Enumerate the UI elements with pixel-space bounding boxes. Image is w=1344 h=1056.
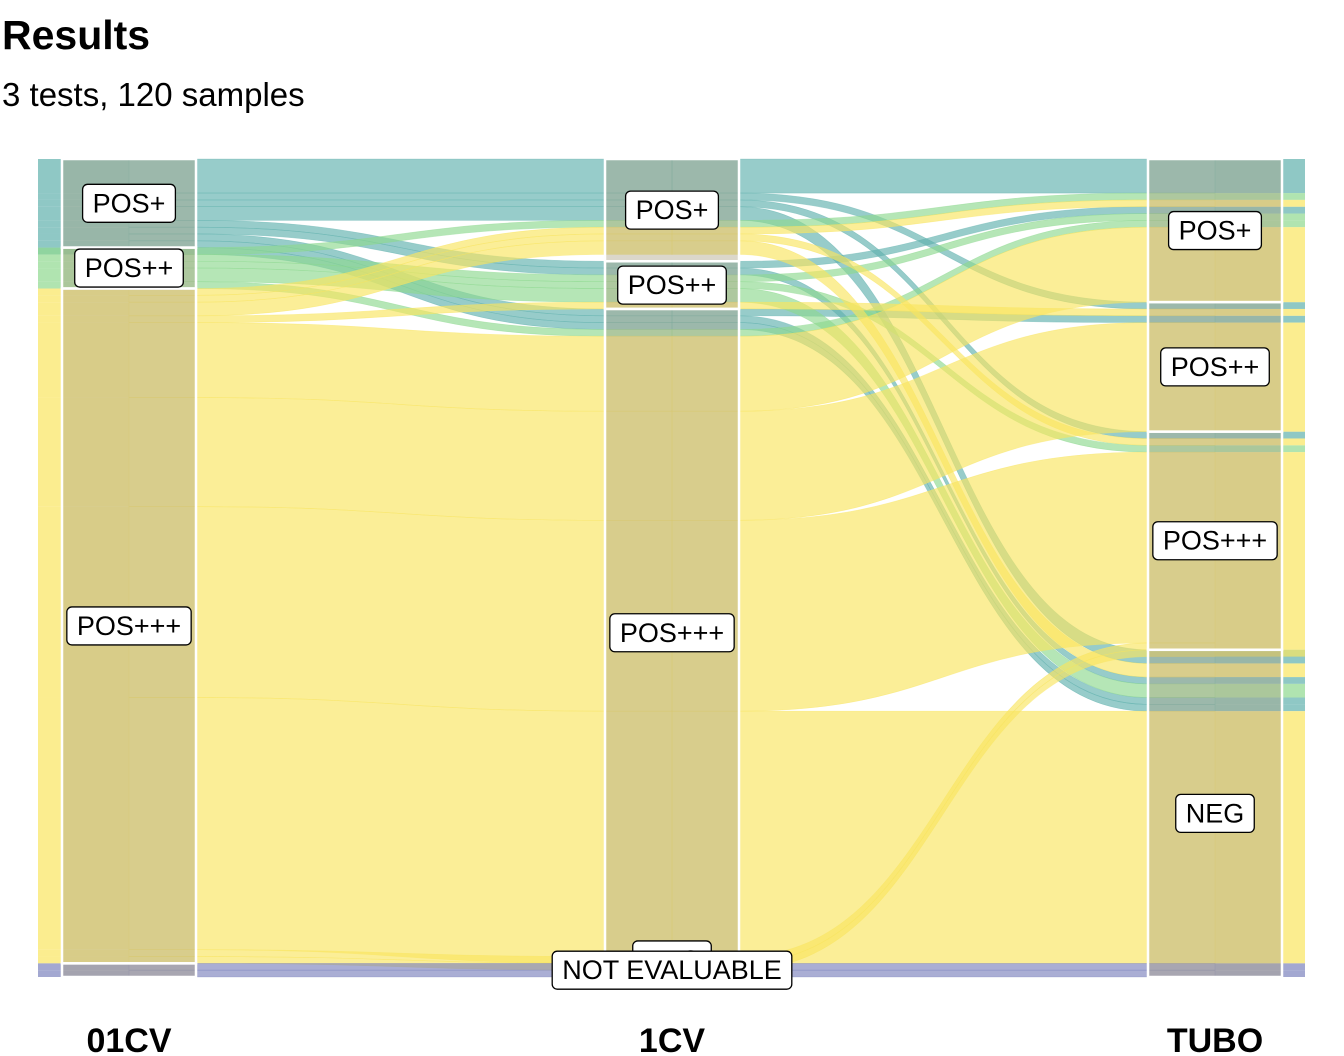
flow-22 (38, 697, 1305, 964)
stratum-label-1cv-pos-: POS++ (617, 265, 727, 305)
svg-text:POS++: POS++ (1171, 352, 1260, 382)
stratum-label-1cv-pos-: POS+ (624, 190, 720, 230)
svg-text:POS+++: POS+++ (1163, 526, 1267, 556)
svg-text:POS+++: POS+++ (77, 611, 181, 641)
labels-layer: POS+ POS++ POS+++ POS+ POS++ POS+++ NEG NOT EVA… (66, 183, 1278, 990)
chart-title: Results (2, 12, 151, 58)
stratum-label-tubo-pos-: POS+ (1167, 210, 1263, 251)
flow-19 (38, 226, 1305, 412)
stratum-label-tubo-pos-: POS+++ (1152, 521, 1278, 561)
flow-25 (38, 963, 1305, 971)
stratum-label-tubo-pos-: POS++ (1160, 347, 1270, 387)
svg-text:NEG: NEG (1186, 798, 1245, 828)
stratum-label-01cv-pos-: POS+ (81, 183, 177, 223)
flow-0 (38, 158, 1305, 194)
svg-text:POS++: POS++ (628, 270, 717, 300)
flows-layer (38, 158, 1305, 978)
svg-text:NOT EVALUABLE: NOT EVALUABLE (562, 955, 782, 985)
svg-text:POS++: POS++ (85, 253, 174, 283)
stratum-label-tubo-neg: NEG (1175, 793, 1255, 834)
chart-subtitle: 3 tests, 120 samples (2, 76, 305, 113)
stratum-label-01cv-pos-: POS+++ (66, 606, 192, 646)
stratum-label-1cv-pos-: POS+++ (609, 613, 735, 653)
flow-21 (38, 451, 1305, 712)
svg-text:POS+: POS+ (1179, 216, 1252, 246)
axis-label-01cv: 01CV (86, 1022, 171, 1056)
svg-text:POS+: POS+ (636, 195, 709, 225)
flow-20 (38, 322, 1305, 521)
stratum-01cv-not-evaluable (60, 962, 198, 979)
axis-label-1cv: 1CV (639, 1022, 705, 1056)
stratum-label-1cv-not-evaluable: NOT EVALUABLE (551, 950, 793, 990)
axis-label-tubo: TUBO (1167, 1022, 1263, 1056)
stratum-label-01cv-pos-: POS++ (74, 248, 184, 288)
svg-text:POS+: POS+ (93, 188, 166, 218)
svg-text:POS+++: POS+++ (620, 618, 724, 648)
axis-labels: 01CV 1CV TUBO (86, 1022, 1263, 1056)
